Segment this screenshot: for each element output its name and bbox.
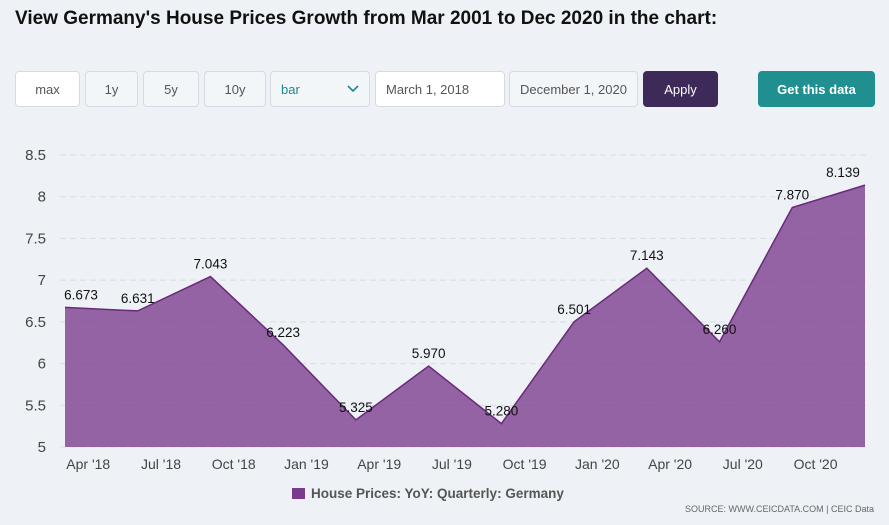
range-button[interactable]: max — [15, 71, 80, 107]
x-tick-label: Jan '20 — [575, 456, 620, 472]
x-tick-label: Jul '20 — [723, 456, 763, 472]
chart-type-select[interactable]: bar — [270, 71, 370, 107]
value-label: 6.260 — [703, 322, 737, 337]
line — [64, 184, 866, 425]
value-label: 7.870 — [775, 188, 809, 203]
select-value: bar — [281, 81, 300, 97]
value-label: 6.223 — [266, 325, 300, 340]
y-tick-label: 7.5 — [25, 230, 46, 247]
legend-swatch — [292, 488, 305, 499]
x-tick-label: Oct '18 — [212, 456, 256, 472]
y-tick-label: 8 — [38, 189, 46, 206]
x-tick-label: Jul '19 — [432, 456, 472, 472]
value-label: 5.970 — [412, 346, 446, 361]
legend-label: House Prices: YoY: Quarterly: Germany — [311, 486, 564, 501]
x-tick-label: Oct '20 — [794, 456, 838, 472]
value-label: 7.143 — [630, 248, 664, 263]
y-tick-label: 8.5 — [25, 147, 46, 164]
source: SOURCE: WWW.CEICDATA.COM | CEIC Data — [685, 504, 874, 514]
get-data-button[interactable]: Get this data — [758, 71, 875, 107]
x-tick-label: Apr '20 — [648, 456, 692, 472]
y-tick-label: 6 — [38, 356, 46, 373]
area — [65, 185, 865, 447]
x-tick-label: Apr '19 — [357, 456, 401, 472]
y-tick-label: 7 — [38, 272, 46, 289]
select-arrow — [347, 85, 359, 93]
range-button[interactable]: 5y — [143, 71, 199, 107]
start-date-input[interactable]: March 1, 2018 — [375, 71, 505, 107]
range-button[interactable]: 10y — [204, 71, 266, 107]
range-button[interactable]: 1y — [85, 71, 138, 107]
value-label: 6.631 — [121, 291, 155, 306]
x-tick-label: Jul '18 — [141, 456, 181, 472]
x-tick-label: Jan '19 — [284, 456, 329, 472]
y-tick-label: 5 — [38, 439, 46, 456]
value-label: 6.501 — [557, 302, 591, 317]
value-label: 8.139 — [826, 165, 860, 180]
x-tick-label: Apr '18 — [66, 456, 110, 472]
y-tick-label: 5.5 — [25, 397, 46, 414]
x-tick-label: Oct '19 — [503, 456, 547, 472]
page-title: View Germany's House Prices Growth from … — [15, 8, 718, 29]
value-label: 7.043 — [194, 257, 228, 272]
value-label: 5.280 — [484, 404, 518, 419]
end-date-input[interactable]: December 1, 2020 — [509, 71, 638, 107]
y-tick-label: 6.5 — [25, 314, 46, 331]
value-label: 6.673 — [64, 287, 98, 302]
value-label: 5.325 — [339, 400, 373, 415]
apply-button[interactable]: Apply — [643, 71, 718, 107]
